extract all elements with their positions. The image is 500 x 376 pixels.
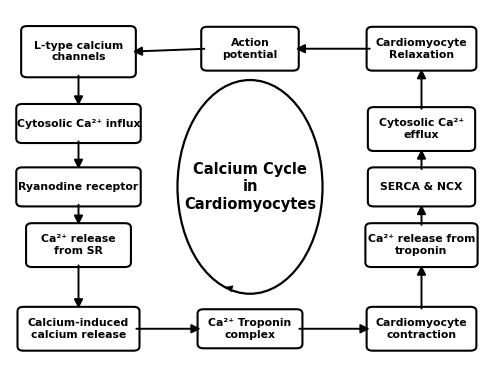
FancyBboxPatch shape bbox=[368, 167, 475, 206]
FancyBboxPatch shape bbox=[366, 307, 476, 351]
Text: Ca²⁺ release from
troponin: Ca²⁺ release from troponin bbox=[368, 234, 475, 256]
FancyBboxPatch shape bbox=[366, 27, 476, 71]
Text: Ryanodine receptor: Ryanodine receptor bbox=[18, 182, 138, 192]
FancyBboxPatch shape bbox=[201, 27, 299, 71]
Text: Cardiomyocyte
Relaxation: Cardiomyocyte Relaxation bbox=[376, 38, 468, 59]
Text: Ca²⁺ Troponin
complex: Ca²⁺ Troponin complex bbox=[208, 318, 292, 340]
FancyBboxPatch shape bbox=[198, 309, 302, 348]
Text: Cytosolic Ca²⁺
efflux: Cytosolic Ca²⁺ efflux bbox=[379, 118, 464, 140]
FancyBboxPatch shape bbox=[26, 223, 131, 267]
Text: Action
potential: Action potential bbox=[222, 38, 278, 59]
Text: SERCA & NCX: SERCA & NCX bbox=[380, 182, 462, 192]
FancyBboxPatch shape bbox=[18, 307, 140, 351]
FancyBboxPatch shape bbox=[368, 107, 475, 151]
FancyBboxPatch shape bbox=[21, 26, 136, 77]
Text: Cytosolic Ca²⁺ influx: Cytosolic Ca²⁺ influx bbox=[17, 118, 140, 129]
FancyBboxPatch shape bbox=[16, 104, 140, 143]
Text: Ca²⁺ release
from SR: Ca²⁺ release from SR bbox=[41, 234, 116, 256]
Text: L-type calcium
channels: L-type calcium channels bbox=[34, 41, 123, 62]
Text: Calcium-induced
calcium release: Calcium-induced calcium release bbox=[28, 318, 129, 340]
FancyBboxPatch shape bbox=[366, 223, 478, 267]
Text: Cardiomyocyte
contraction: Cardiomyocyte contraction bbox=[376, 318, 468, 340]
Text: Calcium Cycle
in
Cardiomyocytes: Calcium Cycle in Cardiomyocytes bbox=[184, 162, 316, 212]
FancyBboxPatch shape bbox=[16, 167, 140, 206]
